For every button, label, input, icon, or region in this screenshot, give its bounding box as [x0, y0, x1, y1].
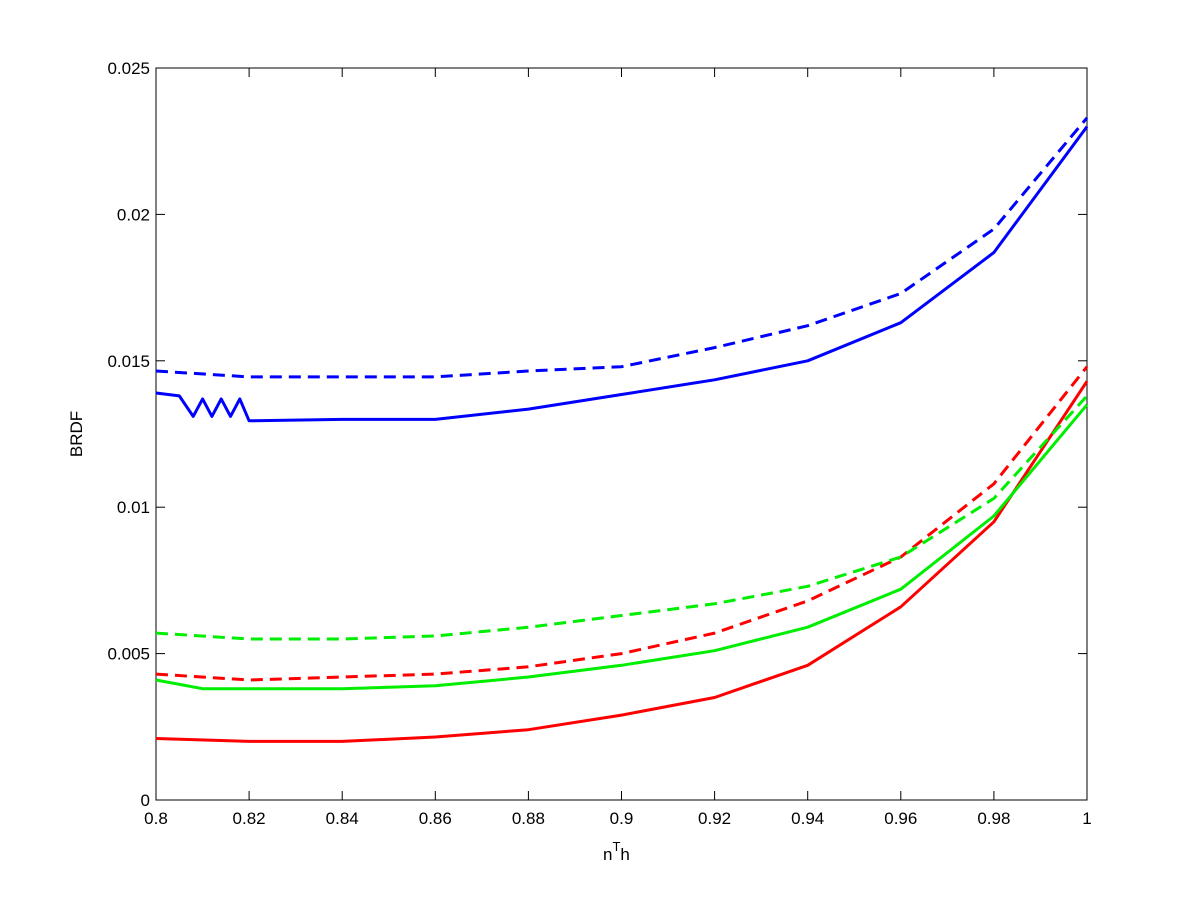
x-tick-label: 0.88	[512, 809, 545, 828]
x-tick-label: 0.96	[884, 809, 917, 828]
x-axis-label: nTh	[603, 839, 630, 864]
x-tick-label: 0.92	[698, 809, 731, 828]
x-axis-label-base: n	[603, 845, 612, 864]
x-tick-label: 0.94	[791, 809, 824, 828]
y-tick-label: 0.01	[117, 498, 150, 517]
series-line-2-solid	[155, 125, 1089, 423]
x-tick-label: 0.9	[610, 809, 634, 828]
y-tick-label: 0.02	[117, 205, 150, 224]
y-tick-label: 0.005	[107, 645, 150, 664]
y-tick-label: 0.015	[107, 352, 150, 371]
x-tick-label: 0.8	[144, 809, 168, 828]
series-line-6-solid	[155, 403, 1089, 691]
x-tick-label: 1	[1082, 809, 1091, 828]
y-axis-ticks: 0 0.005 0.01 0.015 0.02 0.025	[107, 59, 1087, 810]
y-axis-label: BRDF	[67, 411, 86, 457]
x-tick-label: 0.84	[326, 809, 359, 828]
x-tick-label: 0.98	[977, 809, 1010, 828]
x-axis-label-superscript: T	[612, 839, 620, 854]
x-tick-label: 0.82	[233, 809, 266, 828]
series-line-4-solid	[155, 380, 1089, 743]
x-tick-label: 0.86	[419, 809, 452, 828]
y-tick-label: 0.025	[107, 59, 150, 78]
series-line-5-dashed	[155, 394, 1089, 641]
x-axis-label-suffix: h	[620, 845, 629, 864]
x-axis-ticks: 0.8 0.82 0.84 0.86 0.88 0.9 0.92 0.94 0.96 0.98 1	[144, 68, 1092, 828]
series-line-1-dashed	[155, 116, 1089, 379]
y-tick-label: 0	[141, 791, 150, 810]
series-layer	[155, 116, 1089, 743]
series-line-3-dashed	[155, 365, 1089, 682]
